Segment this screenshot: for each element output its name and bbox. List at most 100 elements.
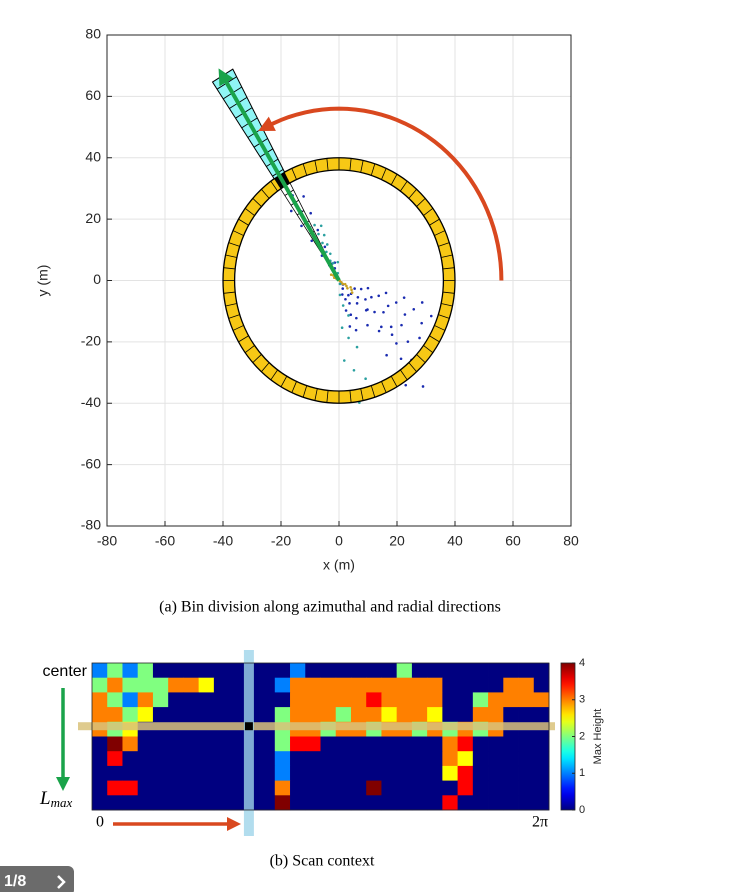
heatmap-cell — [442, 751, 458, 767]
heatmap-cell — [274, 677, 291, 693]
heatmap-cell — [488, 751, 504, 767]
heatmap-cell — [457, 765, 474, 781]
heatmap-cell — [183, 692, 200, 708]
heatmap-cell — [137, 692, 154, 708]
heatmap-cell — [320, 677, 337, 693]
heatmap-cell — [152, 795, 169, 811]
point-cloud-dot — [345, 284, 348, 288]
ring-divider — [442, 267, 455, 270]
ring-divider — [314, 388, 318, 401]
heatmap-cell — [152, 707, 169, 723]
heatmap-cell — [457, 795, 474, 811]
heatmap-cell — [472, 765, 489, 781]
heatmap-cell — [198, 677, 215, 693]
y-tick-label: 60 — [85, 87, 101, 103]
point-cloud-dot — [418, 336, 421, 340]
heatmap-cell — [396, 677, 413, 693]
point-cloud-dot — [386, 304, 390, 308]
ring-divider — [390, 375, 398, 387]
heatmap-cell — [122, 765, 139, 781]
ring-divider — [280, 375, 288, 387]
next-chevron[interactable] — [57, 875, 66, 889]
ring-divider — [408, 189, 417, 199]
heatmap-cell — [366, 795, 382, 811]
ring-divider — [232, 230, 244, 236]
ring-divider — [429, 218, 440, 226]
point-cloud-dot — [347, 336, 350, 340]
heatmap-cell — [229, 663, 245, 679]
heatmap-cell — [442, 707, 458, 723]
x-tick-label: 80 — [563, 533, 579, 549]
heatmap-cell — [229, 692, 245, 708]
ring-divider — [225, 303, 237, 307]
heatmap-cell — [396, 765, 413, 781]
ring-divider — [400, 180, 408, 192]
page-indicator[interactable]: 1/8 — [0, 866, 74, 892]
point-cloud-dot — [395, 342, 398, 345]
point-cloud-dot — [366, 323, 369, 327]
heatmap-cell — [305, 780, 321, 796]
heatmap-cell — [137, 663, 154, 679]
heatmap-cell — [213, 780, 230, 796]
heatmap-cell — [366, 736, 382, 752]
x-tick-label: 40 — [447, 533, 463, 549]
heatmap-cell — [533, 707, 550, 723]
ring-divider — [238, 335, 249, 343]
heatmap-cell — [213, 736, 230, 752]
heatmap-cell — [274, 751, 291, 767]
y-tick-label: -40 — [81, 394, 101, 410]
ring-divider — [381, 381, 387, 393]
y-tick-label: -60 — [81, 455, 101, 471]
point-cloud-dot — [343, 282, 347, 286]
heatmap-cell — [335, 751, 352, 767]
heatmap-cell — [366, 692, 382, 708]
heatmap-cell — [411, 751, 428, 767]
heatmap-cell — [320, 780, 337, 796]
heatmap-cell — [274, 692, 291, 708]
point-cloud-dot — [340, 326, 344, 330]
page-number[interactable]: 1/8 — [4, 873, 26, 890]
heatmap-cell — [290, 795, 306, 811]
point-cloud-dot — [341, 293, 344, 296]
heatmap-cell — [533, 780, 550, 796]
heatmap-cell — [518, 707, 535, 723]
heatmap-cell — [259, 736, 276, 752]
heatmap-cell — [427, 765, 443, 781]
ring-divider — [223, 267, 236, 270]
heatmap-cell — [122, 751, 139, 767]
heatmap-cell — [122, 795, 139, 811]
heatmap-cell — [396, 795, 413, 811]
heatmap-frame — [91, 662, 550, 811]
page-indicator-bg[interactable] — [0, 866, 74, 892]
heatmap-cell — [518, 736, 535, 752]
ring-divider — [326, 158, 329, 171]
heatmap-cell — [305, 677, 321, 693]
heatmap-cell — [350, 736, 367, 752]
heatmap-cell — [229, 765, 245, 781]
x-tick-label: 60 — [505, 533, 521, 549]
heatmap-cell — [122, 707, 139, 723]
heatmap-cell — [518, 692, 535, 708]
heatmap-cell — [213, 765, 230, 781]
selected-cell — [244, 722, 253, 731]
heatmap-cell — [457, 692, 474, 708]
point-cloud-dot — [347, 314, 350, 317]
heatmap-cell — [152, 663, 169, 679]
point-cloud-dot — [356, 295, 360, 299]
point-cloud-dot — [373, 310, 376, 314]
heatmap-cell — [107, 663, 123, 679]
heatmap-cell — [320, 692, 337, 708]
point-cloud-dot — [352, 369, 356, 372]
ring-divider — [232, 325, 244, 331]
point-cloud-dot — [302, 195, 305, 198]
heatmap-cell — [168, 751, 184, 767]
ring-divider — [244, 208, 255, 216]
point-cloud-dot — [347, 293, 350, 297]
heatmap-cell — [442, 692, 458, 708]
point-cloud-dot — [344, 309, 348, 312]
point-cloud-dot — [359, 287, 363, 291]
heatmap-cell — [183, 751, 200, 767]
heatmap-cell — [472, 707, 489, 723]
x-tick-label: 0 — [335, 533, 343, 549]
ring-divider — [228, 314, 240, 319]
